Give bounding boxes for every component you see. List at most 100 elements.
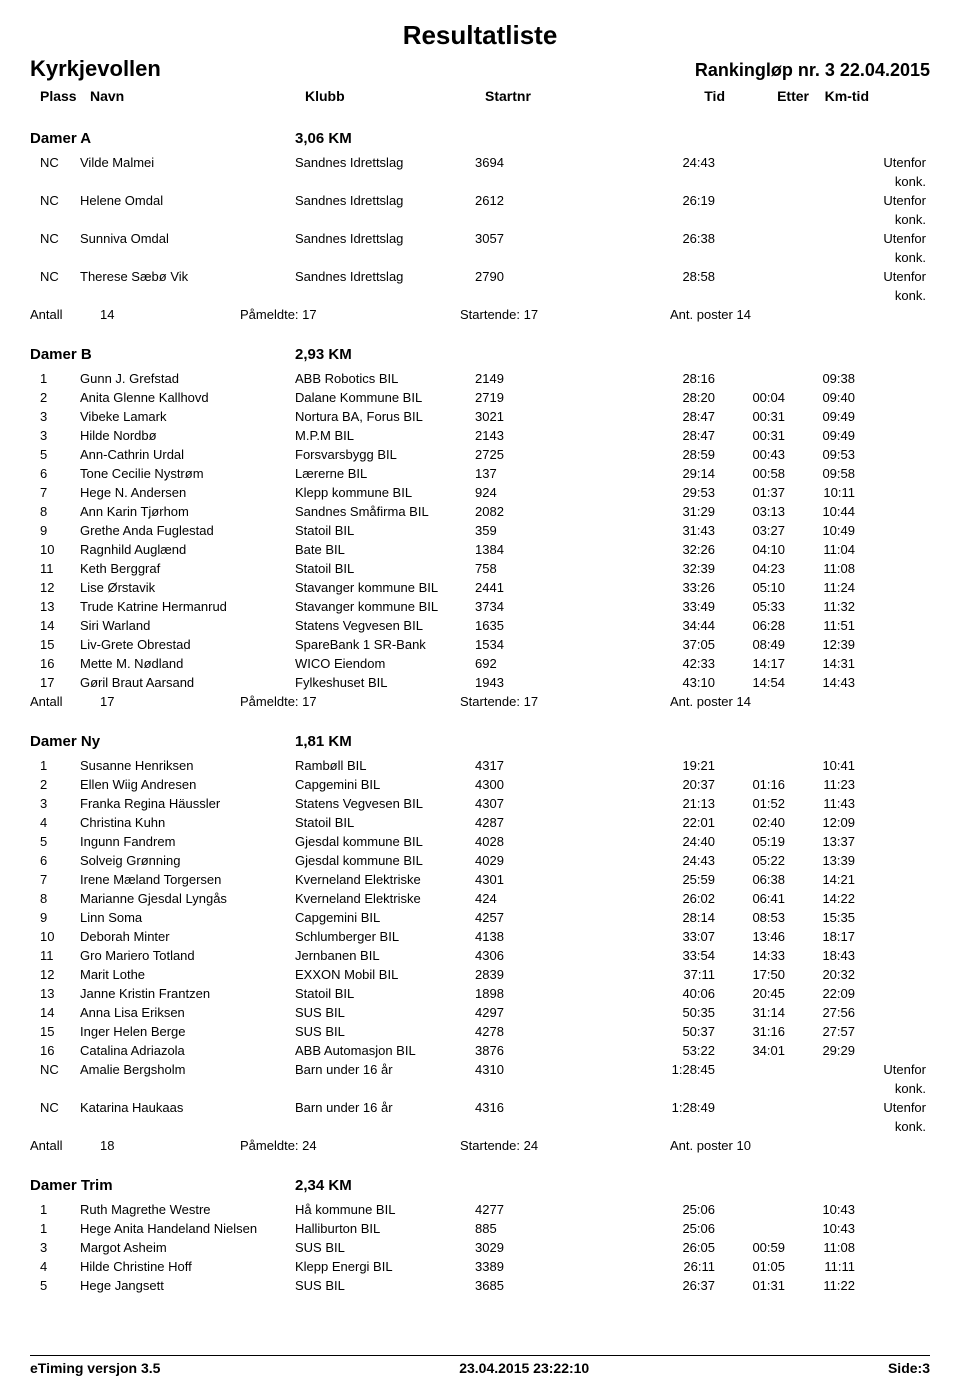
cell-name: Solveig Grønning	[80, 851, 295, 870]
cell-place: 17	[40, 673, 80, 692]
cell-time: 50:35	[545, 1003, 715, 1022]
cell-time: 28:59	[545, 445, 715, 464]
cell-place: 5	[40, 1276, 80, 1295]
cell-note	[855, 927, 930, 946]
cell-startnr: 3029	[475, 1238, 545, 1257]
cell-km: 10:44	[785, 502, 855, 521]
result-row: 7Hege N. AndersenKlepp kommune BIL92429:…	[30, 483, 930, 502]
cell-startnr: 4278	[475, 1022, 545, 1041]
cell-name: Marianne Gjesdal Lyngås	[80, 889, 295, 908]
result-row: 7Irene Mæland TorgersenKverneland Elektr…	[30, 870, 930, 889]
cell-km	[785, 1098, 855, 1136]
cell-note	[855, 832, 930, 851]
cell-km	[785, 267, 855, 305]
cell-km: 11:04	[785, 540, 855, 559]
cell-startnr: 1384	[475, 540, 545, 559]
result-row: 6Tone Cecilie NystrømLærerne BIL13729:14…	[30, 464, 930, 483]
cell-name: Ann-Cathrin Urdal	[80, 445, 295, 464]
result-row: NCHelene OmdalSandnes Idrettslag261226:1…	[30, 191, 930, 229]
cell-time: 40:06	[545, 984, 715, 1003]
cell-km: 11:32	[785, 597, 855, 616]
cell-note	[855, 616, 930, 635]
cell-after	[715, 369, 785, 388]
cell-startnr: 3685	[475, 1276, 545, 1295]
cell-time: 33:49	[545, 597, 715, 616]
cell-startnr: 2790	[475, 267, 545, 305]
cell-startnr: 2612	[475, 191, 545, 229]
cell-club: SUS BIL	[295, 1276, 475, 1295]
cell-startnr: 4287	[475, 813, 545, 832]
cell-name: Franka Regina Häussler	[80, 794, 295, 813]
cell-km: 11:24	[785, 578, 855, 597]
result-row: 5Ingunn FandremGjesdal kommune BIL402824…	[30, 832, 930, 851]
result-row: 8Marianne Gjesdal LyngåsKverneland Elekt…	[30, 889, 930, 908]
cell-after: 00:04	[715, 388, 785, 407]
cell-startnr: 758	[475, 559, 545, 578]
cell-name: Hilde Christine Hoff	[80, 1257, 295, 1276]
cell-name: Helene Omdal	[80, 191, 295, 229]
cell-name: Marit Lothe	[80, 965, 295, 984]
summary-antall-label: Antall	[30, 694, 100, 709]
cell-note: Utenfor konk.	[855, 267, 930, 305]
cell-note	[855, 870, 930, 889]
cell-after: 05:22	[715, 851, 785, 870]
cell-place: 15	[40, 1022, 80, 1041]
cell-after: 04:23	[715, 559, 785, 578]
cell-time: 24:43	[545, 153, 715, 191]
cell-startnr: 4307	[475, 794, 545, 813]
cell-place: 9	[40, 908, 80, 927]
cell-place: NC	[40, 1060, 80, 1098]
summary-paameldte: Påmeldte: 17	[240, 307, 460, 322]
cell-time: 29:53	[545, 483, 715, 502]
cell-club: Sandnes Idrettslag	[295, 191, 475, 229]
cell-note	[855, 521, 930, 540]
cell-place: 14	[40, 616, 80, 635]
cell-startnr: 4277	[475, 1200, 545, 1219]
cell-note	[855, 756, 930, 775]
cell-time: 31:29	[545, 502, 715, 521]
cell-km: 10:43	[785, 1200, 855, 1219]
result-row: 10Deborah MinterSchlumberger BIL413833:0…	[30, 927, 930, 946]
cell-place: 6	[40, 851, 80, 870]
cell-club: Bate BIL	[295, 540, 475, 559]
cell-km	[785, 153, 855, 191]
summary-antall-value: 17	[100, 694, 240, 709]
group-distance: 2,93 KM	[295, 346, 352, 363]
cell-club: Hå kommune BIL	[295, 1200, 475, 1219]
cell-name: Vibeke Lamark	[80, 407, 295, 426]
cell-name: Inger Helen Berge	[80, 1022, 295, 1041]
result-row: NCAmalie BergsholmBarn under 16 år43101:…	[30, 1060, 930, 1098]
cell-after: 00:31	[715, 426, 785, 445]
cell-club: SpareBank 1 SR-Bank	[295, 635, 475, 654]
cell-time: 32:26	[545, 540, 715, 559]
cell-km	[785, 1060, 855, 1098]
cell-club: Klepp Energi BIL	[295, 1257, 475, 1276]
cell-startnr: 4300	[475, 775, 545, 794]
cell-place: 10	[40, 540, 80, 559]
cell-time: 37:05	[545, 635, 715, 654]
cell-club: Statens Vegvesen BIL	[295, 616, 475, 635]
cell-km: 29:29	[785, 1041, 855, 1060]
cell-name: Trude Katrine Hermanrud	[80, 597, 295, 616]
cell-club: Kverneland Elektriske	[295, 870, 475, 889]
cell-club: Statoil BIL	[295, 559, 475, 578]
cell-name: Gøril Braut Aarsand	[80, 673, 295, 692]
group-distance: 1,81 KM	[295, 733, 352, 750]
cell-name: Catalina Adriazola	[80, 1041, 295, 1060]
cell-startnr: 3389	[475, 1257, 545, 1276]
cell-name: Hege N. Andersen	[80, 483, 295, 502]
cell-after: 01:31	[715, 1276, 785, 1295]
cell-note	[855, 407, 930, 426]
cell-time: 25:59	[545, 870, 715, 889]
cell-place: 8	[40, 502, 80, 521]
cell-startnr: 4301	[475, 870, 545, 889]
cell-club: Capgemini BIL	[295, 775, 475, 794]
summary-antall-value: 18	[100, 1138, 240, 1153]
column-header-row: Plass Navn Klubb Startnr Tid Etter Km-ti…	[30, 86, 930, 106]
cell-note	[855, 851, 930, 870]
cell-note: Utenfor konk.	[855, 191, 930, 229]
cell-time: 1:28:45	[545, 1060, 715, 1098]
cell-note	[855, 908, 930, 927]
result-row: 1Susanne HenriksenRambøll BIL431719:2110…	[30, 756, 930, 775]
cell-name: Liv-Grete Obrestad	[80, 635, 295, 654]
